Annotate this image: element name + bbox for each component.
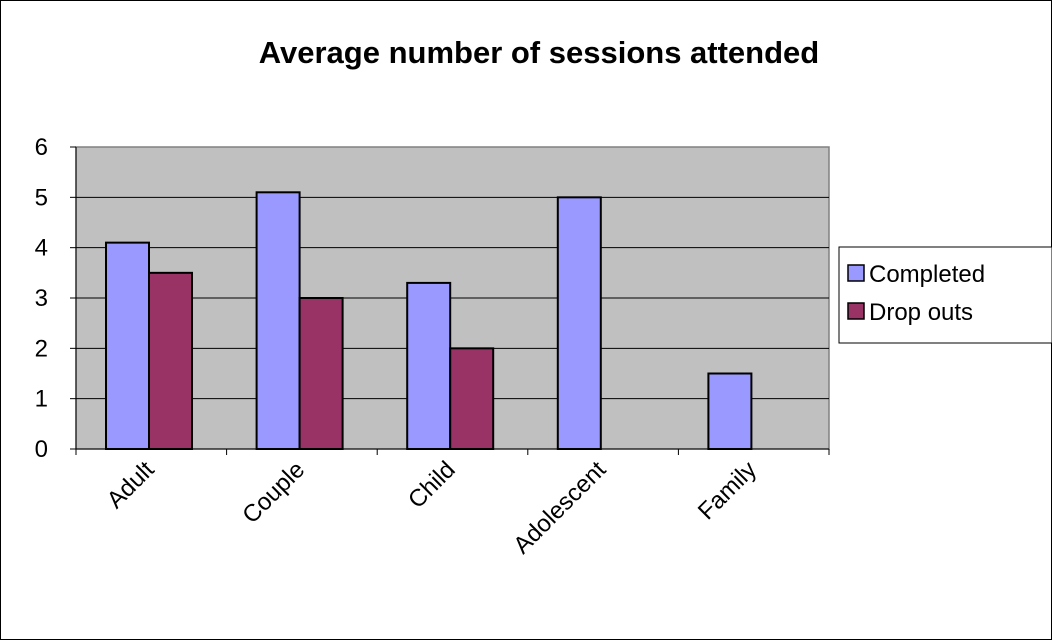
y-tick-label: 2 bbox=[35, 335, 48, 362]
bar-completed bbox=[105, 241, 150, 450]
x-category-label: Adolescent bbox=[508, 456, 611, 559]
bar-drop-outs bbox=[148, 271, 193, 451]
bar-completed bbox=[255, 191, 301, 451]
legend-label: Completed bbox=[869, 261, 985, 288]
x-category-label: Child bbox=[403, 456, 461, 514]
y-tick-label: 6 bbox=[35, 134, 48, 161]
bar-completed bbox=[406, 281, 452, 450]
y-tick-label: 1 bbox=[35, 386, 48, 413]
legend-swatch bbox=[847, 264, 865, 282]
y-tick-label: 5 bbox=[35, 184, 48, 211]
x-category-label: Adult bbox=[102, 456, 160, 514]
chart-title: Average number of sessions attended bbox=[259, 35, 819, 70]
y-tick-label: 3 bbox=[35, 285, 48, 312]
bar-drop-outs bbox=[298, 297, 344, 450]
bar-completed bbox=[707, 372, 753, 450]
legend-swatch bbox=[847, 302, 865, 320]
x-category-label: Family bbox=[693, 456, 762, 525]
y-tick-label: 4 bbox=[35, 235, 48, 262]
x-category-label: Couple bbox=[237, 456, 310, 529]
bar-drop-outs bbox=[449, 347, 495, 451]
bar-completed bbox=[556, 196, 602, 450]
y-tick-label: 0 bbox=[35, 436, 48, 463]
legend-label: Drop outs bbox=[869, 299, 973, 326]
legend-box bbox=[838, 246, 1052, 344]
